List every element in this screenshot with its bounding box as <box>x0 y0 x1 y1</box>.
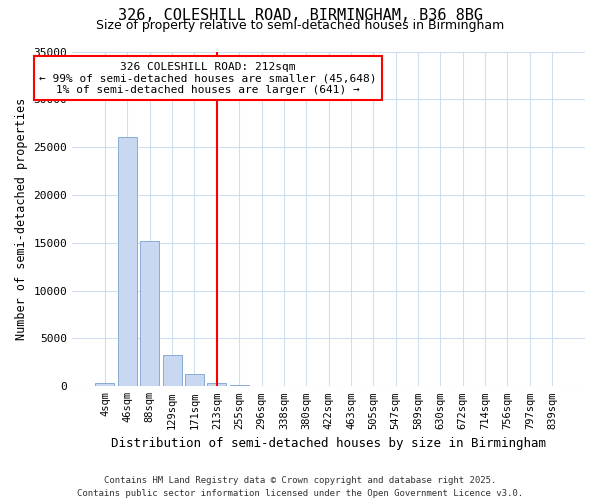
Text: Size of property relative to semi-detached houses in Birmingham: Size of property relative to semi-detach… <box>96 18 504 32</box>
Bar <box>95 382 115 386</box>
Bar <box>230 385 248 386</box>
Bar <box>163 355 182 386</box>
X-axis label: Distribution of semi-detached houses by size in Birmingham: Distribution of semi-detached houses by … <box>111 437 546 450</box>
Text: 326, COLESHILL ROAD, BIRMINGHAM, B36 8BG: 326, COLESHILL ROAD, BIRMINGHAM, B36 8BG <box>118 8 482 22</box>
Y-axis label: Number of semi-detached properties: Number of semi-detached properties <box>15 98 28 340</box>
Bar <box>207 382 226 386</box>
Bar <box>185 374 204 386</box>
Text: 326 COLESHILL ROAD: 212sqm
← 99% of semi-detached houses are smaller (45,648)
1%: 326 COLESHILL ROAD: 212sqm ← 99% of semi… <box>40 62 377 94</box>
Text: Contains HM Land Registry data © Crown copyright and database right 2025.
Contai: Contains HM Land Registry data © Crown c… <box>77 476 523 498</box>
Bar <box>118 136 137 386</box>
Bar <box>140 241 159 386</box>
